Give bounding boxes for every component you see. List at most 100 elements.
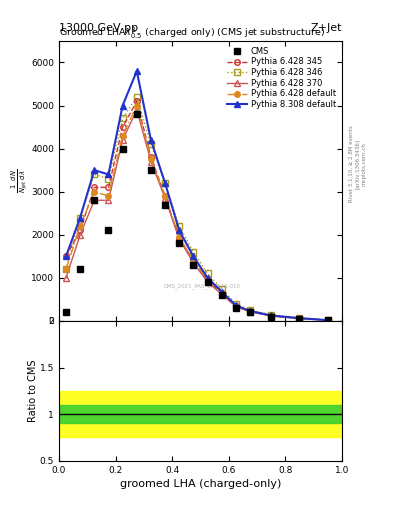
Pythia 6.428 default — [149, 156, 153, 162]
Pythia 6.428 345 — [325, 317, 330, 323]
CMS — [78, 266, 83, 272]
Line: Pythia 6.428 370: Pythia 6.428 370 — [63, 107, 331, 323]
CMS — [120, 145, 125, 152]
Pythia 6.428 346 — [163, 180, 167, 186]
Pythia 6.428 346 — [233, 301, 238, 307]
Text: Groomed LHA$\lambda^{1}_{0.5}$ (charged only) (CMS jet substructure): Groomed LHA$\lambda^{1}_{0.5}$ (charged … — [59, 26, 325, 41]
Pythia 8.308 default — [219, 288, 224, 294]
Pythia 8.308 default — [134, 68, 139, 74]
Pythia 6.428 default — [297, 315, 302, 322]
Pythia 6.428 370 — [269, 313, 274, 319]
CMS — [233, 305, 238, 311]
Pythia 6.428 345 — [191, 258, 196, 264]
Pythia 8.308 default — [248, 308, 252, 314]
Pythia 6.428 346 — [177, 223, 182, 229]
Pythia 6.428 default — [269, 313, 274, 319]
Pythia 6.428 default — [177, 234, 182, 240]
Pythia 6.428 346 — [269, 312, 274, 318]
CMS — [134, 111, 139, 117]
Pythia 6.428 346 — [134, 94, 139, 100]
Line: Pythia 6.428 345: Pythia 6.428 345 — [63, 98, 331, 323]
Pythia 8.308 default — [163, 180, 167, 186]
Pythia 6.428 345 — [134, 98, 139, 104]
CMS — [64, 309, 68, 315]
Pythia 6.428 370 — [64, 275, 68, 281]
Pythia 8.308 default — [269, 312, 274, 318]
Pythia 6.428 346 — [120, 115, 125, 121]
Pythia 6.428 370 — [219, 291, 224, 297]
Text: Z+Jet: Z+Jet — [310, 23, 342, 33]
Pythia 6.428 346 — [219, 286, 224, 292]
Pythia 6.428 default — [64, 266, 68, 272]
Pythia 6.428 370 — [325, 317, 330, 323]
Pythia 6.428 370 — [120, 137, 125, 143]
Pythia 6.428 346 — [248, 307, 252, 313]
Pythia 6.428 default — [219, 290, 224, 296]
Pythia 6.428 346 — [297, 315, 302, 321]
Pythia 8.308 default — [233, 302, 238, 308]
Pythia 6.428 345 — [248, 308, 252, 314]
Line: Pythia 6.428 default: Pythia 6.428 default — [63, 103, 331, 323]
Pythia 6.428 345 — [120, 124, 125, 130]
Line: CMS: CMS — [63, 112, 331, 323]
Pythia 6.428 345 — [64, 253, 68, 260]
Pythia 6.428 370 — [233, 304, 238, 310]
Legend: CMS, Pythia 6.428 345, Pythia 6.428 346, Pythia 6.428 370, Pythia 6.428 default,: CMS, Pythia 6.428 345, Pythia 6.428 346,… — [225, 45, 338, 111]
Pythia 6.428 default — [92, 188, 97, 195]
Text: mcplots.cern.ch: mcplots.cern.ch — [362, 142, 366, 186]
Y-axis label: $\frac{1}{N_{jet}} \frac{d N}{d \lambda}$: $\frac{1}{N_{jet}} \frac{d N}{d \lambda}… — [9, 169, 30, 193]
CMS — [269, 313, 274, 319]
Pythia 6.428 370 — [297, 315, 302, 322]
Text: 13000 GeV pp: 13000 GeV pp — [59, 23, 138, 33]
Pythia 6.428 370 — [205, 279, 210, 285]
Line: Pythia 6.428 346: Pythia 6.428 346 — [63, 94, 331, 323]
Pythia 6.428 default — [233, 303, 238, 309]
Pythia 6.428 346 — [149, 141, 153, 147]
Line: Pythia 8.308 default: Pythia 8.308 default — [63, 68, 331, 323]
Pythia 8.308 default — [191, 253, 196, 260]
Pythia 6.428 346 — [92, 172, 97, 178]
Bar — [59, 405, 342, 423]
CMS — [191, 262, 196, 268]
Pythia 6.428 default — [191, 258, 196, 264]
Pythia 8.308 default — [297, 315, 302, 321]
CMS — [177, 240, 182, 246]
Text: Rivet 3.1.10, ≥ 2.8M events: Rivet 3.1.10, ≥ 2.8M events — [349, 125, 353, 202]
CMS — [106, 227, 111, 233]
Pythia 8.308 default — [92, 167, 97, 173]
Pythia 6.428 default — [120, 133, 125, 139]
Pythia 6.428 345 — [205, 277, 210, 283]
CMS — [325, 317, 330, 324]
Pythia 6.428 345 — [163, 193, 167, 199]
Pythia 6.428 345 — [78, 227, 83, 233]
Pythia 6.428 346 — [78, 215, 83, 221]
Pythia 6.428 370 — [106, 197, 111, 203]
Pythia 6.428 default — [78, 223, 83, 229]
CMS — [297, 315, 302, 322]
Pythia 6.428 370 — [149, 158, 153, 164]
CMS — [219, 292, 224, 298]
Pythia 8.308 default — [325, 317, 330, 323]
Pythia 8.308 default — [78, 215, 83, 221]
Text: [arXiv:1306.3436]: [arXiv:1306.3436] — [355, 139, 360, 189]
Pythia 6.428 346 — [191, 249, 196, 255]
Pythia 6.428 345 — [92, 184, 97, 190]
Pythia 6.428 345 — [149, 154, 153, 160]
Text: CMS_2021_PAS_SMP-20-010: CMS_2021_PAS_SMP-20-010 — [163, 283, 241, 289]
Pythia 8.308 default — [106, 172, 111, 178]
Pythia 6.428 346 — [325, 317, 330, 323]
Pythia 6.428 345 — [219, 290, 224, 296]
Pythia 8.308 default — [120, 102, 125, 109]
CMS — [248, 309, 252, 315]
Pythia 8.308 default — [177, 227, 182, 233]
Pythia 6.428 345 — [297, 315, 302, 322]
Pythia 6.428 370 — [92, 197, 97, 203]
CMS — [92, 197, 97, 203]
CMS — [149, 167, 153, 173]
Pythia 6.428 345 — [177, 236, 182, 242]
CMS — [205, 279, 210, 285]
Pythia 6.428 370 — [191, 260, 196, 266]
Pythia 6.428 default — [205, 277, 210, 283]
CMS — [163, 202, 167, 208]
Pythia 6.428 370 — [248, 309, 252, 315]
